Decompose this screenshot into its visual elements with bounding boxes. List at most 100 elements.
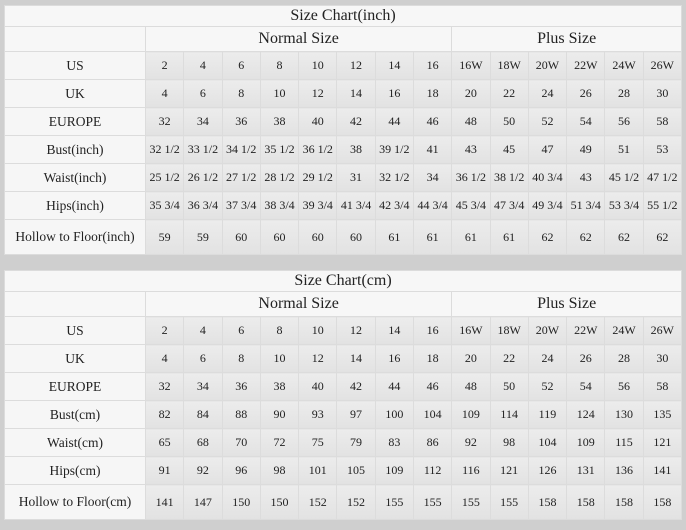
size-cell: 46 (412, 372, 453, 401)
size-cell: 124 (566, 400, 606, 429)
size-cell: 62 (527, 219, 568, 255)
size-cell: 43 (451, 135, 491, 164)
size-chart-cm-table: Size Chart(cm) Normal Size Plus Size US 2 4 6 8… (4, 270, 683, 520)
size-cell: 35 3/4 (144, 191, 185, 220)
size-cell: 92 (451, 428, 491, 457)
size-cell: 20W (527, 51, 568, 80)
size-cell: 47 (527, 135, 568, 164)
size-cell: 45 (489, 135, 529, 164)
size-cell: 135 (642, 400, 683, 429)
size-cell: 93 (298, 400, 338, 429)
size-cell: 10 (298, 51, 338, 80)
size-cell: 2 (144, 51, 185, 80)
size-cell: 96 (221, 456, 261, 485)
size-cell: 62 (604, 219, 644, 255)
size-cell: 28 (604, 344, 644, 373)
size-cell: 18 (412, 344, 453, 373)
row-label: Hips(cm) (4, 456, 146, 485)
size-cell: 24 (527, 344, 568, 373)
size-cell: 116 (451, 456, 491, 485)
size-cell: 26 (566, 344, 606, 373)
size-cell: 92 (183, 456, 223, 485)
size-cell: 119 (527, 400, 568, 429)
size-cell: 36 (221, 372, 261, 401)
size-cell: 20W (527, 316, 568, 345)
size-cell: 14 (336, 79, 376, 108)
size-cell: 126 (527, 456, 568, 485)
size-cell: 147 (183, 484, 223, 520)
size-cell: 32 (144, 107, 185, 136)
size-cell: 36 1/2 (451, 163, 491, 192)
size-cell: 14 (374, 51, 414, 80)
size-cell: 131 (566, 456, 606, 485)
size-cell: 109 (566, 428, 606, 457)
size-cell: 40 3/4 (527, 163, 568, 192)
size-cell: 158 (527, 484, 568, 520)
size-cell: 20 (451, 79, 491, 108)
table-row: US 2 4 6 8 10 12 14 16 16W 18W 20W 22W 24W 26W (4, 316, 683, 345)
size-cell: 88 (221, 400, 261, 429)
table-row: UK 4 6 8 10 12 14 16 18 20 22 24 26 28 30 (4, 344, 683, 373)
size-cell: 36 (221, 107, 261, 136)
size-cell: 34 1/2 (221, 135, 261, 164)
size-cell: 83 (374, 428, 414, 457)
size-cell: 152 (336, 484, 376, 520)
size-cell: 24W (604, 51, 644, 80)
size-cell: 37 3/4 (221, 191, 261, 220)
group-plus-size: Plus Size (451, 291, 682, 317)
size-cell: 49 (566, 135, 606, 164)
size-cell: 100 (374, 400, 414, 429)
size-cell: 82 (144, 400, 185, 429)
size-cell: 44 (374, 372, 414, 401)
size-cell: 150 (221, 484, 261, 520)
size-cell: 61 (412, 219, 453, 255)
size-cell: 16W (451, 316, 491, 345)
size-cell: 48 (451, 107, 491, 136)
size-cell: 38 1/2 (489, 163, 529, 192)
size-cell: 39 1/2 (374, 135, 414, 164)
row-label: US (4, 316, 146, 345)
size-cell: 91 (144, 456, 185, 485)
size-cell: 42 (336, 107, 376, 136)
size-cell: 4 (183, 51, 223, 80)
size-cell: 58 (642, 372, 683, 401)
table-title: Size Chart(cm) (4, 270, 682, 292)
size-cell: 12 (336, 316, 376, 345)
size-cell: 51 (604, 135, 644, 164)
size-cell: 52 (527, 372, 568, 401)
size-cell: 6 (183, 79, 223, 108)
size-cell: 141 (144, 484, 185, 520)
size-cell: 25 1/2 (144, 163, 185, 192)
size-cell: 8 (259, 316, 300, 345)
size-cell: 22W (566, 51, 606, 80)
row-label: EUROPE (4, 107, 146, 136)
table-row: US 2 4 6 8 10 12 14 16 16W 18W 20W 22W 24W 26W (4, 51, 683, 80)
size-cell: 155 (451, 484, 491, 520)
size-cell: 42 3/4 (374, 191, 414, 220)
size-cell: 59 (144, 219, 185, 255)
size-cell: 150 (259, 484, 300, 520)
size-cell: 10 (298, 316, 338, 345)
size-cell: 130 (604, 400, 644, 429)
size-cell: 33 1/2 (183, 135, 223, 164)
size-cell: 10 (259, 79, 300, 108)
table-row: Hips(cm) 91 92 96 98 101 105 109 112 116 121 126 131… (4, 456, 683, 485)
size-cell: 70 (221, 428, 261, 457)
size-cell: 158 (604, 484, 644, 520)
size-cell: 155 (374, 484, 414, 520)
size-cell: 61 (489, 219, 529, 255)
size-cell: 121 (642, 428, 683, 457)
size-cell: 30 (642, 79, 683, 108)
size-cell: 34 (183, 107, 223, 136)
row-label: Hips(inch) (4, 191, 146, 220)
size-cell: 8 (221, 79, 261, 108)
size-cell: 16 (374, 79, 414, 108)
size-cell: 12 (336, 51, 376, 80)
size-cell: 45 3/4 (451, 191, 491, 220)
size-cell: 12 (298, 79, 338, 108)
row-label: Hollow to Floor(inch) (4, 219, 146, 255)
size-cell: 32 (144, 372, 185, 401)
size-cell: 105 (336, 456, 376, 485)
size-cell: 39 3/4 (298, 191, 338, 220)
table-row: Waist(inch) 25 1/2 26 1/2 27 1/2 28 1/2 29 1/… (4, 163, 683, 192)
